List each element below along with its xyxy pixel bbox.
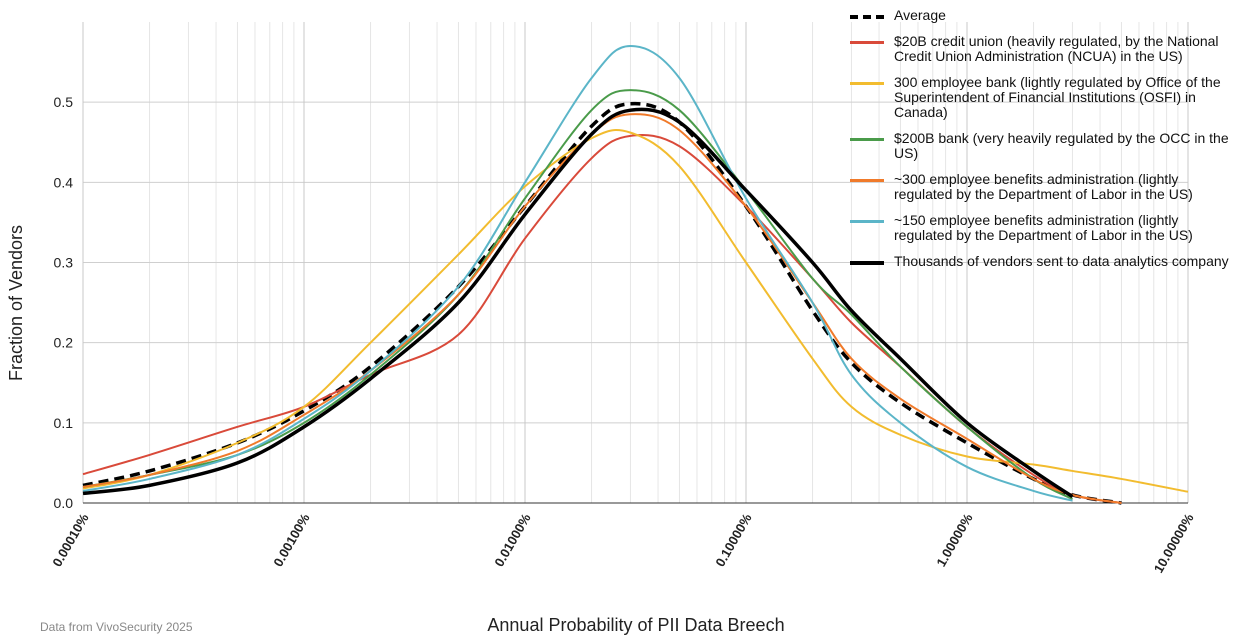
legend-entry: ~300 employee benefits administration (l… <box>848 172 1232 202</box>
legend-entry: $200B bank (very heavily regulated by th… <box>848 131 1232 161</box>
x-axis-label: Annual Probability of PII Data Breech <box>487 615 784 635</box>
series-line <box>82 113 1122 504</box>
y-tick-label: 0.2 <box>54 335 74 351</box>
legend-swatch <box>850 220 884 223</box>
legend-swatch <box>850 179 884 182</box>
legend-label: $20B credit union (heavily regulated, by… <box>894 33 1219 64</box>
series-line <box>82 89 1073 500</box>
series-line <box>82 45 1073 502</box>
legend-label: 300 employee bank (lightly regulated by … <box>894 74 1221 120</box>
legend-entry: 300 employee bank (lightly regulated by … <box>848 75 1232 120</box>
legend-label: Thousands of vendors sent to data analyt… <box>894 253 1229 269</box>
y-axis-label: Fraction of Vendors <box>6 225 26 381</box>
y-tick-label: 0.5 <box>54 94 74 110</box>
legend-entry: ~150 employee benefits administration (l… <box>848 213 1232 243</box>
legend-entry: Thousands of vendors sent to data analyt… <box>848 254 1232 269</box>
x-tick-label: 0.00010% <box>49 511 91 570</box>
y-tick-label: 0.3 <box>54 255 74 271</box>
legend-entry: $20B credit union (heavily regulated, by… <box>848 34 1232 64</box>
legend-swatch <box>850 82 884 85</box>
y-tick-label: 0.4 <box>54 174 74 190</box>
legend-swatch <box>850 41 884 44</box>
source-note: Data from VivoSecurity 2025 <box>40 620 193 634</box>
legend-entry: Average <box>848 8 1232 23</box>
x-tick-label: 10.00000% <box>1151 511 1197 576</box>
legend-swatch <box>850 261 884 265</box>
x-tick-label: 0.01000% <box>491 511 533 570</box>
legend-swatch <box>850 15 884 19</box>
x-tick-label: 0.10000% <box>712 511 754 570</box>
legend-label: Average <box>894 7 946 23</box>
y-tick-label: 0.0 <box>54 495 74 511</box>
series-line <box>82 101 1122 505</box>
y-tick-label: 0.1 <box>54 415 74 431</box>
legend-swatch <box>850 138 884 141</box>
x-tick-label: 1.00000% <box>933 511 975 570</box>
series-line <box>82 107 1074 499</box>
legend-label: ~300 employee benefits administration (l… <box>894 171 1193 202</box>
legend-label: ~150 employee benefits administration (l… <box>894 212 1193 243</box>
legend-label: $200B bank (very heavily regulated by th… <box>894 130 1229 161</box>
x-tick-label: 0.00100% <box>270 511 312 570</box>
legend: Average $20B credit union (heavily regula… <box>848 8 1232 280</box>
